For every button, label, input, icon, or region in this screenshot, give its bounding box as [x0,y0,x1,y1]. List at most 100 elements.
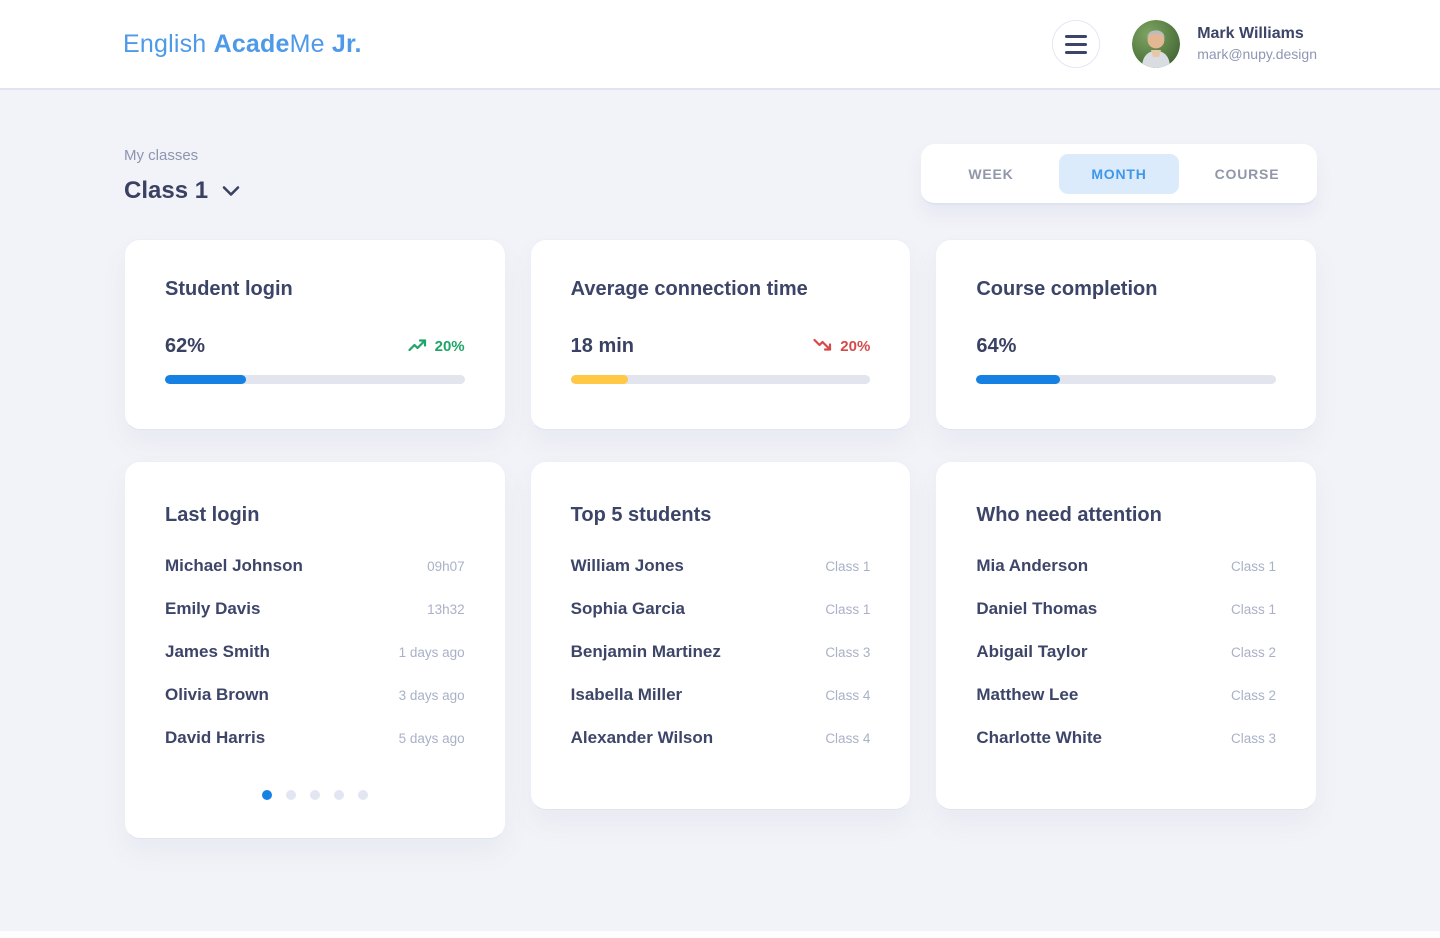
tab-week[interactable]: WEEK [968,165,1014,182]
list-item: William Jones Class 1 [571,556,871,599]
lists-row: Last login Michael Johnson 09h07 Emily D… [124,461,1317,839]
stat-value-row: 62% 20% [165,335,465,358]
login-time: 1 days ago [398,645,465,660]
hamburger-menu-button[interactable] [1052,20,1101,68]
page-eyebrow: My classes [124,147,199,164]
logo-part: English [123,29,207,58]
student-name: Olivia Brown [165,685,269,704]
carousel-dot[interactable] [357,790,368,800]
student-name: Michael Johnson [165,556,303,575]
student-name: William Jones [570,556,684,575]
student-name: Abigail Taylor [976,642,1088,661]
list-rows: William Jones Class 1 Sophia Garcia Clas… [571,556,871,771]
stat-value: 18 min [570,335,635,357]
list-item: Sophia Garcia Class 1 [571,599,871,642]
list-item: Benjamin Martinez Class 3 [571,642,871,685]
last-login-card: Last login Michael Johnson 09h07 Emily D… [124,461,506,839]
list-item: Daniel Thomas Class 1 [976,599,1276,642]
app-header: English AcadeMe Jr. [0,0,1440,90]
student-class: Class 4 [825,688,871,703]
card-title: Who need attention [976,504,1162,526]
progress-bar [976,375,1276,384]
trend-value: 20% [840,338,871,355]
student-name: David Harris [165,728,266,747]
user-name: Mark Williams [1197,24,1304,42]
student-name: Matthew Lee [976,685,1079,704]
student-name: Isabella Miller [570,685,683,704]
student-class: Class 1 [825,602,871,617]
list-item: Mia Anderson Class 1 [976,556,1276,599]
tab-month[interactable]: MONTH [1059,153,1179,194]
trend-value: 20% [434,338,465,355]
carousel-dot[interactable] [333,790,344,800]
student-name: Sophia Garcia [570,599,685,618]
list-item: Matthew Lee Class 2 [976,685,1276,728]
class-selector-dropdown[interactable]: Class 1 [124,177,240,205]
trend-down-icon [813,338,832,356]
period-tabs: WEEK MONTH COURSE [921,144,1317,205]
logo-part: Acade [213,29,290,58]
hamburger-icon [1065,34,1088,38]
card-title: Top 5 students [570,504,712,526]
student-name: Alexander Wilson [570,728,714,747]
student-name: Benjamin Martinez [570,642,721,661]
trend-indicator: 20% [408,338,465,356]
student-name: Mia Anderson [976,556,1089,575]
carousel-dot[interactable] [285,790,296,800]
tab-course[interactable]: COURSE [1214,165,1280,182]
student-class: Class 2 [1230,645,1276,660]
student-name: Emily Davis [165,599,261,618]
stat-value: 64% [976,335,1017,357]
page-title: Class 1 [124,177,209,204]
user-info: Mark Williams mark@nupy.design [1197,24,1317,64]
list-rows: Michael Johnson 09h07 Emily Davis 13h32 … [165,556,465,771]
student-class: Class 1 [1230,602,1276,617]
avatar [1132,20,1181,68]
trend-indicator: 20% [813,338,870,356]
list-item: David Harris 5 days ago [165,728,465,771]
stat-card-student-login: Student login 62% 20% [124,239,506,430]
user-email: mark@nupy.design [1197,45,1317,62]
progress-bar-fill [570,375,628,384]
carousel-dot[interactable] [309,790,320,800]
card-title: Average connection time [570,278,808,300]
app-logo: English AcadeMe Jr. [123,30,362,59]
class-block: My classes Class 1 [124,144,240,205]
list-item: Emily Davis 13h32 [165,599,465,642]
stat-card-connection-time: Average connection time 18 min 20% [529,239,912,430]
student-class: Class 4 [825,731,871,746]
list-item: Olivia Brown 3 days ago [165,685,465,728]
chevron-down-icon [222,185,240,197]
login-time: 3 days ago [398,688,465,703]
header-actions: Mark Williams mark@nupy.design [1052,20,1317,68]
progress-bar-fill [165,375,246,384]
card-title: Last login [165,504,260,526]
hamburger-icon [1065,50,1088,54]
student-name: Charlotte White [976,728,1102,747]
login-time: 09h07 [427,559,465,574]
list-item: Isabella Miller Class 4 [571,685,871,728]
student-class: Class 3 [1230,731,1276,746]
need-attention-card: Who need attention Mia Anderson Class 1 … [935,461,1317,810]
stat-card-course-completion: Course completion 64% [935,239,1317,430]
student-class: Class 3 [825,645,871,660]
list-rows: Mia Anderson Class 1 Daniel Thomas Class… [976,556,1276,771]
hamburger-icon [1065,42,1088,46]
card-title: Course completion [976,278,1158,300]
bottom-strip [0,931,1440,938]
page-header-row: My classes Class 1 WEEK MONTH COURSE [124,144,1317,205]
student-name: Daniel Thomas [976,599,1098,618]
logo-part: Me [289,29,325,58]
login-time: 5 days ago [398,731,465,746]
list-item: Abigail Taylor Class 2 [976,642,1276,685]
carousel-pagination [165,790,465,800]
list-item: Charlotte White Class 3 [976,728,1276,771]
carousel-dot[interactable] [261,790,272,800]
list-item: Alexander Wilson Class 4 [571,728,871,771]
progress-bar [570,375,871,384]
user-menu[interactable]: Mark Williams mark@nupy.design [1132,20,1317,68]
student-class: Class 1 [1230,559,1276,574]
logo-part: Jr. [331,29,362,58]
progress-bar-fill [976,375,1061,384]
stat-value: 62% [165,335,206,357]
